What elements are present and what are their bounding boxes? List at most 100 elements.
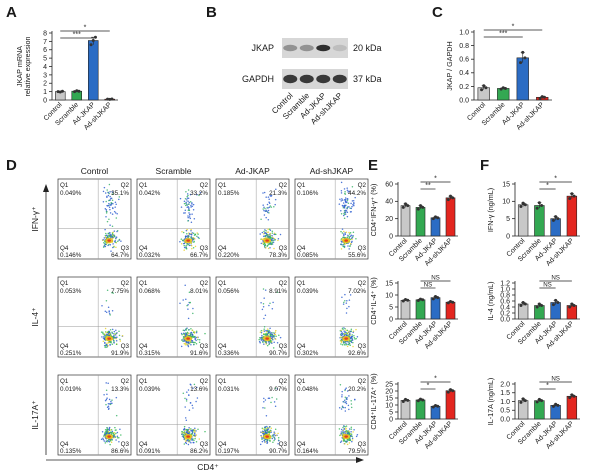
event-dot xyxy=(109,443,111,446)
q1-label: Q1 xyxy=(60,182,69,189)
event-dot xyxy=(104,236,107,238)
event-dot xyxy=(188,203,190,206)
q1-label: Q1 xyxy=(297,182,306,189)
q4-value: 0.085% xyxy=(297,252,319,259)
event-dot xyxy=(187,329,190,331)
event-dot xyxy=(184,204,187,207)
event-dot xyxy=(345,204,347,206)
event-dot xyxy=(193,383,196,386)
event-dot xyxy=(342,426,344,429)
event-dot xyxy=(345,302,348,304)
panel-label-b: B xyxy=(206,4,217,21)
sig-label: * xyxy=(427,383,430,390)
event-dot xyxy=(182,299,184,301)
event-dot xyxy=(270,332,272,334)
q1-value: 0.019% xyxy=(60,386,82,393)
data-point xyxy=(446,390,450,394)
event-dot xyxy=(180,206,183,208)
flow-cytometry-grid: Control Scramble Ad-JKAP Ad-shJKAP IFN-γ⁺ IL-… xyxy=(30,166,369,472)
event-dot xyxy=(182,392,185,395)
y-tick-label: 0 xyxy=(389,416,393,423)
q1-label: Q1 xyxy=(139,280,148,287)
y-tick-label: 0.2 xyxy=(459,84,469,91)
event-dot xyxy=(187,317,190,320)
event-dot xyxy=(266,429,268,431)
event-dot xyxy=(263,441,266,443)
blot-band xyxy=(299,74,314,84)
event-dot xyxy=(338,203,341,205)
data-point xyxy=(421,205,425,209)
event-dot xyxy=(105,331,107,334)
event-dot xyxy=(102,437,104,440)
event-dot xyxy=(105,232,107,235)
event-dot xyxy=(183,427,186,430)
event-dot xyxy=(266,333,269,336)
event-dot xyxy=(106,393,108,395)
density-peak xyxy=(107,435,111,438)
event-dot xyxy=(184,212,186,214)
event-dot xyxy=(119,340,122,342)
y-tick-label: 5 xyxy=(389,304,393,311)
bar-ad-jkap xyxy=(516,57,529,101)
event-dot xyxy=(347,245,349,247)
event-dot xyxy=(269,334,271,337)
sig-label: ** xyxy=(425,183,431,190)
event-dot xyxy=(195,339,197,342)
event-dot xyxy=(113,210,116,213)
event-dot xyxy=(272,241,275,244)
q4-label: Q4 xyxy=(60,245,69,252)
q1-label: Q1 xyxy=(297,378,306,385)
q4-label: Q4 xyxy=(218,245,227,252)
data-point xyxy=(406,204,410,208)
event-dot xyxy=(271,333,274,336)
event-dot xyxy=(185,329,187,331)
y-tick-label: 4 xyxy=(43,64,47,71)
event-dot xyxy=(115,329,117,332)
data-point xyxy=(521,201,525,205)
data-point xyxy=(436,404,440,408)
event-dot xyxy=(187,194,189,197)
event-dot xyxy=(116,435,119,437)
q1-value: 0.039% xyxy=(297,288,319,295)
event-dot xyxy=(348,299,351,301)
event-dot xyxy=(341,395,343,398)
q2-label: Q2 xyxy=(121,378,130,385)
event-dot xyxy=(349,435,352,437)
event-dot xyxy=(349,333,351,335)
event-dot xyxy=(105,440,107,442)
event-dot xyxy=(190,438,193,440)
event-dot xyxy=(341,394,343,396)
event-dot xyxy=(104,245,107,248)
event-dot xyxy=(115,396,118,399)
event-dot xyxy=(260,336,263,339)
bar-ad-jkap xyxy=(430,405,441,420)
event-dot xyxy=(180,242,183,245)
event-dot xyxy=(342,303,345,305)
flow-plot-frame xyxy=(136,374,211,456)
q2-label: Q2 xyxy=(279,378,288,385)
blot-band xyxy=(299,44,314,52)
event-dot xyxy=(272,347,275,349)
event-dot xyxy=(265,330,268,333)
y-tick-label: 0 xyxy=(389,233,393,240)
sig-label: * xyxy=(546,383,549,390)
event-dot xyxy=(262,302,265,305)
event-dot xyxy=(192,307,194,310)
event-dot xyxy=(269,235,271,238)
y-tick-label: 8 xyxy=(43,30,47,37)
q3-label: Q3 xyxy=(200,441,209,448)
event-dot xyxy=(186,233,188,235)
event-dot xyxy=(195,342,198,345)
event-dot xyxy=(113,330,116,333)
event-dot xyxy=(111,432,113,434)
event-dot xyxy=(345,199,347,201)
event-dot xyxy=(352,345,354,348)
y-tick-label: 2 xyxy=(43,81,47,88)
event-dot xyxy=(341,232,344,234)
event-dot xyxy=(342,341,345,344)
event-dot xyxy=(274,405,277,408)
event-dot xyxy=(349,340,352,342)
data-point xyxy=(416,399,420,403)
